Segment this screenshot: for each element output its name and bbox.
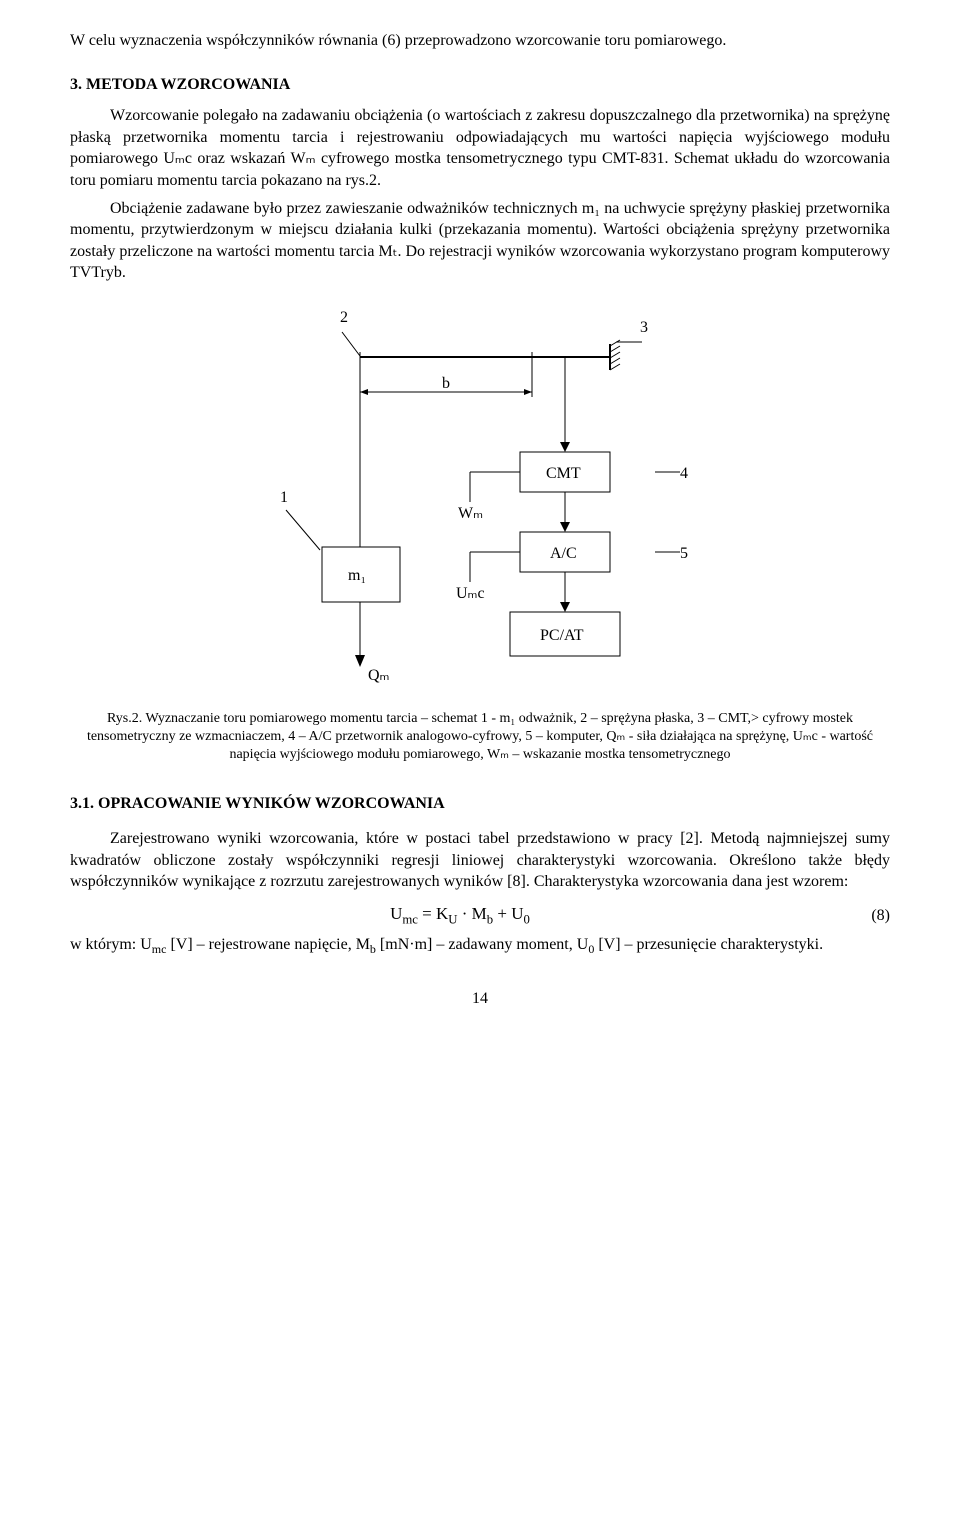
diagram-label-umc: Uₘc [456,585,485,602]
diagram-label-5: 5 [680,545,688,562]
figure-2-caption: Rys.2. Wyznaczanie toru pomiarowego mome… [70,710,890,765]
equation-8-row: Umc = KU · Mb + U0 (8) [70,903,890,929]
diagram-label-4: 4 [680,465,688,482]
page-number: 14 [70,988,890,1010]
diagram-label-b: b [442,375,450,392]
sec31-p1: Zarejestrowano wyniki wzorcowania, które… [70,828,890,893]
equation-8-number: (8) [850,905,890,927]
diagram-box-pcat: PC/AT [540,627,584,644]
diagram-label-qm: Qₘ [368,667,390,684]
diagram-label-1: 1 [280,489,288,506]
section-3-1-heading: 3.1. OPRACOWANIE WYNIKÓW WZORCOWANIA [70,793,890,815]
diagram-label-wm: Wₘ [458,505,483,522]
sec3-p2: Obciążenie zadawane było przez zawieszan… [70,198,890,284]
sec31-p2: w którym: Umc [V] – rejestrowane napięci… [70,934,890,957]
diagram-label-3: 3 [640,319,648,336]
section-3-heading: 3. METODA WZORCOWANIA [70,74,890,96]
sec3-p1: Wzorcowanie polegało na zadawaniu obciąż… [70,105,890,191]
intro-paragraph: W celu wyznaczenia współczynników równan… [70,30,890,52]
diagram-box-ac: A/C [550,545,577,562]
figure-2-diagram: 2 3 b 1 m₁ Qₘ CMT 4 Wₘ A/C 5 [210,302,750,702]
diagram-box-cmt: CMT [546,465,581,482]
equation-8: Umc = KU · Mb + U0 [70,903,850,929]
diagram-label-2: 2 [340,309,348,326]
diagram-label-m1: m₁ [348,567,366,584]
